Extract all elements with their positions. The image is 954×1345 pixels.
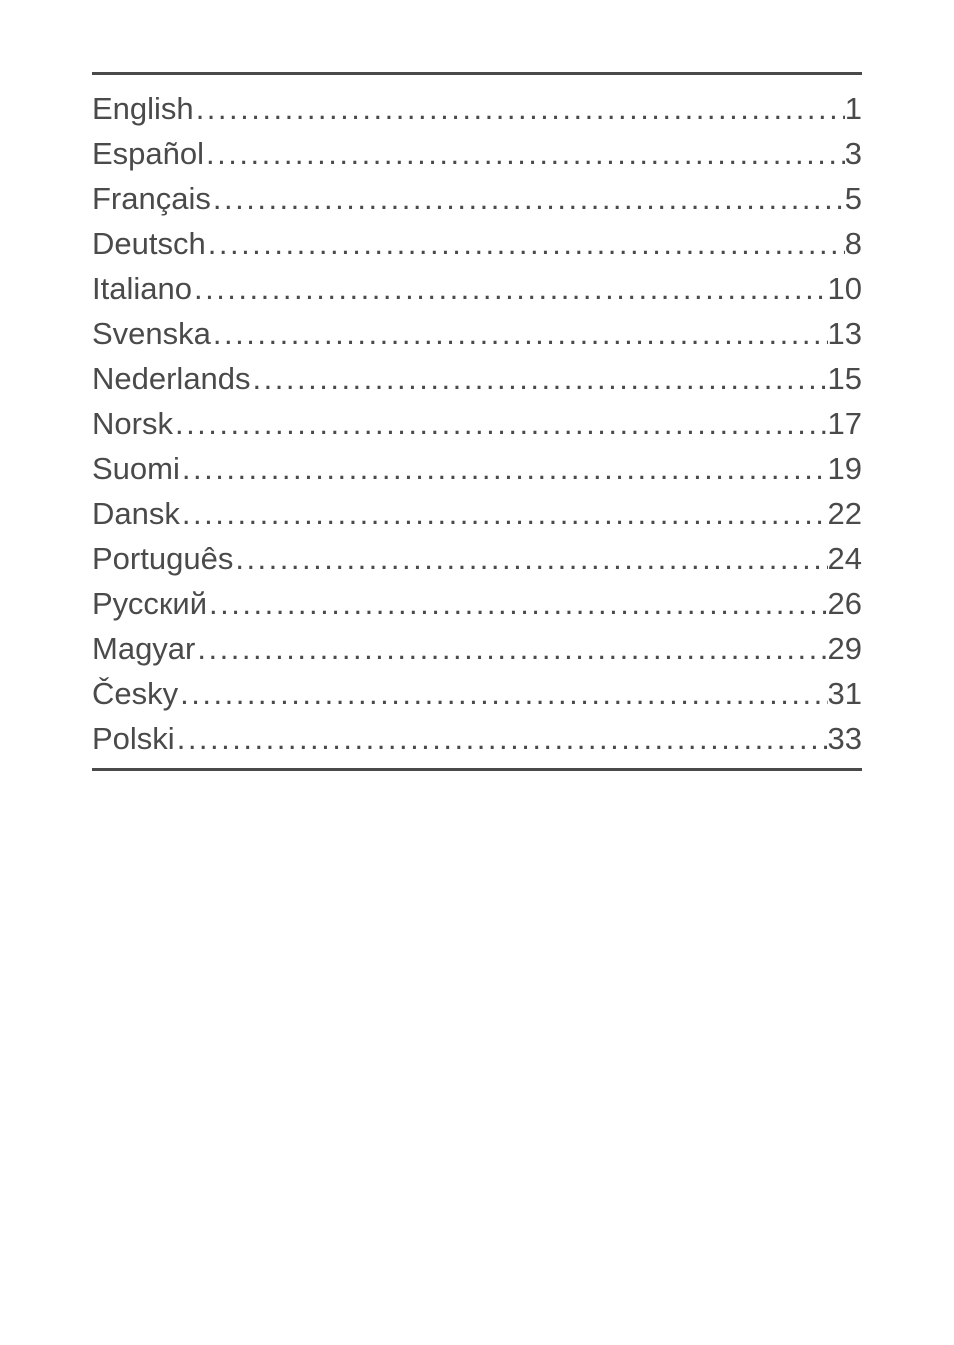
toc-label: Français (92, 183, 211, 214)
toc-row: Français 5 (92, 183, 862, 214)
toc-page-number: 3 (845, 138, 862, 169)
toc-page-number: 22 (828, 498, 862, 529)
toc-row: Suomi 19 (92, 453, 862, 484)
toc-leader (211, 183, 845, 214)
toc-label: English (92, 93, 194, 124)
toc-label: Deutsch (92, 228, 206, 259)
toc-page-number: 29 (828, 633, 862, 664)
toc-label: Italiano (92, 273, 192, 304)
toc-label: Português (92, 543, 233, 574)
toc-page-number: 15 (828, 363, 862, 394)
toc-page-number: 33 (828, 723, 862, 754)
toc-page: English 1 Español 3 Français 5 Deutsch 8 Italian… (0, 0, 954, 771)
toc-label: Svenska (92, 318, 211, 349)
toc-row: English 1 (92, 93, 862, 124)
toc-row: Nederlands 15 (92, 363, 862, 394)
toc-page-number: 10 (828, 273, 862, 304)
toc-label: Norsk (92, 408, 173, 439)
toc-row: Polski 33 (92, 723, 862, 754)
toc-leader (211, 318, 828, 349)
toc-leader (173, 408, 828, 439)
toc-page-number: 24 (828, 543, 862, 574)
toc-leader (180, 498, 828, 529)
toc-label: Русский (92, 588, 207, 619)
toc-leader (192, 273, 828, 304)
toc-row: Español 3 (92, 138, 862, 169)
toc-leader (204, 138, 845, 169)
toc-leader (194, 93, 845, 124)
toc-row: Русский 26 (92, 588, 862, 619)
toc-page-number: 13 (828, 318, 862, 349)
toc-leader (180, 453, 828, 484)
toc-leader (207, 588, 827, 619)
toc-label: Español (92, 138, 204, 169)
bottom-rule (92, 768, 862, 771)
toc-label: Dansk (92, 498, 180, 529)
toc-page-number: 17 (828, 408, 862, 439)
toc-leader (195, 633, 827, 664)
toc-row: Magyar 29 (92, 633, 862, 664)
toc-list: English 1 Español 3 Français 5 Deutsch 8 Italian… (92, 93, 862, 754)
toc-label: Suomi (92, 453, 180, 484)
toc-page-number: 31 (828, 678, 862, 709)
toc-label: Nederlands (92, 363, 251, 394)
top-rule (92, 72, 862, 75)
toc-row: Português 24 (92, 543, 862, 574)
toc-row: Dansk 22 (92, 498, 862, 529)
toc-page-number: 8 (845, 228, 862, 259)
toc-row: Norsk 17 (92, 408, 862, 439)
toc-row: Deutsch 8 (92, 228, 862, 259)
toc-label: Česky (92, 678, 178, 709)
toc-page-number: 19 (828, 453, 862, 484)
toc-leader (206, 228, 845, 259)
toc-leader (251, 363, 828, 394)
toc-page-number: 5 (845, 183, 862, 214)
toc-label: Magyar (92, 633, 195, 664)
toc-page-number: 26 (828, 588, 862, 619)
toc-leader (233, 543, 827, 574)
toc-leader (175, 723, 828, 754)
toc-page-number: 1 (845, 93, 862, 124)
toc-leader (178, 678, 827, 709)
toc-row: Česky 31 (92, 678, 862, 709)
toc-row: Svenska 13 (92, 318, 862, 349)
toc-row: Italiano 10 (92, 273, 862, 304)
toc-label: Polski (92, 723, 175, 754)
